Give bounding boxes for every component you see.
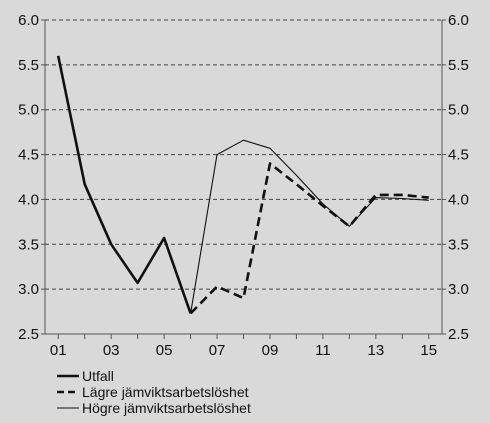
y-tick-label-right: 3.5 bbox=[448, 236, 469, 253]
x-tick-label: 09 bbox=[262, 342, 279, 359]
axes bbox=[41, 19, 446, 339]
legend-label: Utfall bbox=[82, 368, 114, 384]
x-tick-label: 11 bbox=[315, 342, 331, 359]
y-tick-label-left: 6.0 bbox=[18, 12, 39, 29]
y-tick-label-right: 3.0 bbox=[448, 281, 469, 298]
y-tick-label-left: 4.5 bbox=[18, 147, 39, 164]
legend-label: Högre jämviktsarbetslöshet bbox=[82, 400, 251, 416]
y-tick-label-left: 3.0 bbox=[18, 281, 39, 298]
data-series bbox=[56, 55, 429, 315]
x-tick-label: 01 bbox=[50, 342, 67, 359]
y-tick-label-right: 4.5 bbox=[448, 147, 469, 164]
legend-label: Lägre jämviktsarbetslöshet bbox=[82, 384, 249, 400]
y-tick-label-left: 5.0 bbox=[18, 102, 39, 119]
y-tick-label-right: 2.5 bbox=[448, 326, 469, 343]
y-tick-label-left: 2.5 bbox=[18, 326, 39, 343]
x-tick-labels: 01 03 05 07 09 11 13 15 bbox=[50, 342, 437, 359]
y-tick-label-right: 5.5 bbox=[448, 57, 469, 74]
right-y-tick-labels: 2.5 3.0 3.5 4.0 4.5 5.0 5.5 6.0 bbox=[448, 12, 469, 343]
left-y-tick-labels: 2.5 3.0 3.5 4.0 4.5 5.0 5.5 6.0 bbox=[18, 12, 39, 343]
y-tick-label-right: 5.0 bbox=[448, 102, 469, 119]
series-line-3 bbox=[190, 139, 429, 314]
y-tick-label-right: 6.0 bbox=[448, 12, 469, 29]
series-line-2 bbox=[189, 162, 429, 315]
x-tick-label: 15 bbox=[420, 342, 437, 359]
y-tick-label-right: 4.0 bbox=[448, 191, 469, 208]
x-tick-label: 05 bbox=[156, 342, 173, 359]
y-tick-label-left: 5.5 bbox=[18, 57, 39, 74]
series-line-1 bbox=[56, 55, 192, 314]
y-tick-label-left: 3.5 bbox=[18, 236, 39, 253]
y-tick-label-left: 4.0 bbox=[18, 191, 39, 208]
x-tick-label: 07 bbox=[209, 342, 226, 359]
x-tick-label: 13 bbox=[367, 342, 384, 359]
x-tick-label: 03 bbox=[103, 342, 120, 359]
